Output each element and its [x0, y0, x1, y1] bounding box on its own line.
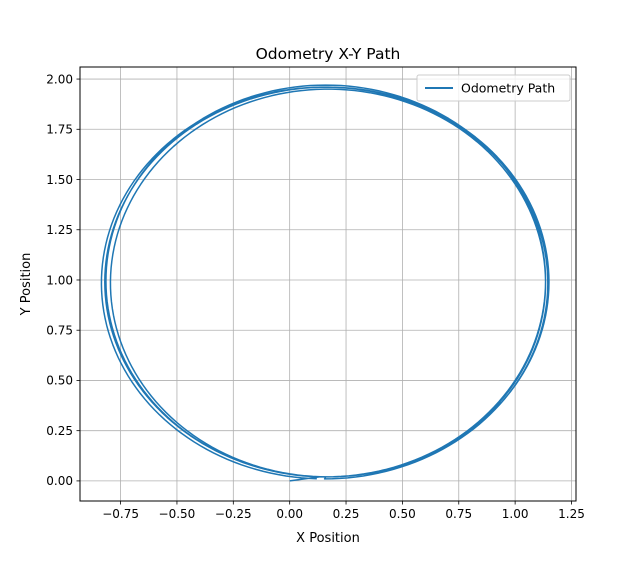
x-tick-label: −0.25	[215, 507, 252, 521]
odometry-path-line	[100, 84, 550, 482]
legend-label: Odometry Path	[461, 81, 555, 96]
x-axis-label: X Position	[296, 531, 360, 546]
y-tick-label: 2.00	[46, 72, 73, 86]
y-tick-label: 0.75	[46, 324, 73, 338]
legend: Odometry Path	[416, 74, 571, 102]
y-tick-label: 1.50	[46, 173, 73, 187]
y-tick-label: 0.00	[46, 474, 73, 488]
legend-box	[416, 74, 571, 102]
y-tick-label: 0.25	[46, 424, 73, 438]
x-tick-label: 0.50	[389, 507, 416, 521]
ticks-layer: −0.75 −0.50 −0.25 0.00 0.25 0.50 0.75 1.00 1.25 0…	[46, 72, 585, 521]
x-tick-label: 0.75	[445, 507, 472, 521]
x-tick-label: 1.00	[502, 507, 529, 521]
x-tick-label: 1.25	[558, 507, 585, 521]
y-tick-label: 0.50	[46, 374, 73, 388]
y-tick-label: 1.25	[46, 223, 73, 237]
y-tick-label: 1.00	[46, 273, 73, 287]
x-tick-label: −0.50	[159, 507, 196, 521]
chart-title: Odometry X-Y Path	[256, 45, 401, 63]
data-layer	[100, 84, 550, 482]
x-tick-label: 0.00	[276, 507, 303, 521]
axes-frame	[79, 66, 577, 502]
grid-layer	[80, 67, 576, 501]
x-tick-label: 0.25	[333, 507, 360, 521]
y-tick-label: 1.75	[46, 123, 73, 137]
x-tick-label: −0.75	[102, 507, 139, 521]
y-axis-label: Y Position	[19, 253, 34, 317]
